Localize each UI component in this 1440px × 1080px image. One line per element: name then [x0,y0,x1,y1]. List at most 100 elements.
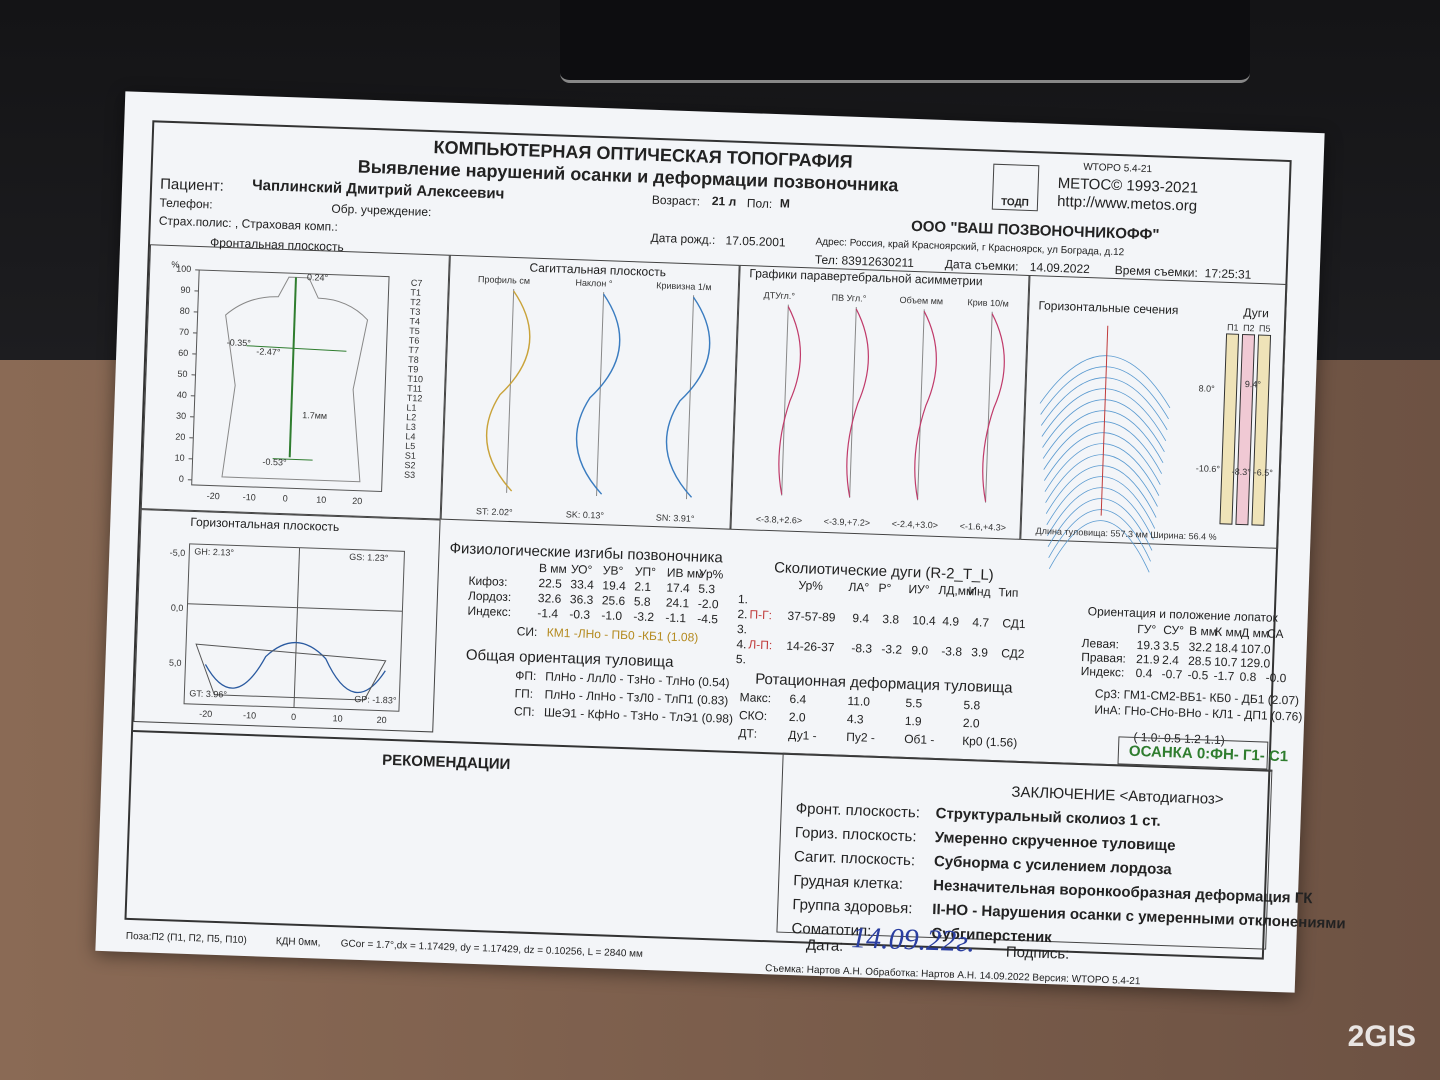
arc-label: -6.5° [1254,467,1274,478]
row-label: 5. [735,651,747,667]
panel-title: Дуги [1243,305,1270,321]
row-label: ГП: [514,686,534,701]
cell: -0.5 [1187,667,1209,683]
column-header: Тип [998,585,1019,600]
column-header: Инд [968,584,991,599]
clinic-phone: Тел: 83912630211 [814,252,915,270]
annotation: -0.35° [226,337,251,348]
column-header: В мм [538,561,568,577]
cell: -3.2 [633,609,655,625]
x-tick-label: -20 [207,491,220,501]
y-tick-label: 70 [179,327,189,337]
paravertebral-chart: ДТУгл.° <-3.8,+2.6> ПВ Угл.° <-3.9,+7.2> Объ… [756,290,1009,533]
cell: -8.3 [851,641,873,656]
cell: 4.7 [972,615,990,630]
angle-label: GT: 3.96° [189,688,227,699]
arc-label: 8.0° [1198,383,1215,394]
cell: 32.6 [537,591,562,606]
y-tick-label: 40 [177,390,187,400]
summary: SK: 0.13° [566,509,605,520]
vertebra-label: T5 [409,326,420,336]
cell: 10.7 [1213,654,1238,670]
label: Пол: [746,196,773,211]
cell: 21.9 [1135,651,1160,667]
axis [781,304,789,496]
cell: 19.4 [602,578,627,594]
column-header: ГУ° [1136,621,1157,637]
x-tick-label: 10 [332,713,342,723]
cell: 19.3 [1136,637,1161,653]
label: Время съемки: [1114,262,1199,280]
y-tick-label: 20 [175,432,185,442]
arc-label: -10.6° [1196,463,1221,474]
y-tick-label: 0,0 [171,603,184,613]
cell: 37-57-89 [787,608,836,625]
insurance: Страх.полис: , Страховая комп.: [158,213,339,234]
column-header: Объем мм [899,295,943,307]
column-header: ДТУгл.° [763,290,795,301]
cell: 22.5 [538,576,563,591]
conclusion-label: Фронт. плоскость: [795,800,921,822]
cell: 107.0 [1240,641,1271,657]
vertebra-label: T9 [408,364,419,374]
y-tick-label: -5,0 [170,548,186,559]
cell: 14-26-37 [786,638,835,655]
cell: 5.8 [963,697,981,713]
footer-text: Поза:П2 (П1, П2, П5, П10) [125,930,247,947]
label: Подпись: [1005,943,1070,963]
horizontal-chart: -5,0 0,0 5,0 -20 -10 0 10 20 GH: 2.13° GS: 1.23° G… [169,543,406,725]
label: Дата: [805,936,844,955]
cell: 2.0 [962,715,980,731]
row-label: Индекс: [1080,664,1125,680]
birth-date: 17.05.2001 [725,233,786,250]
report-frame: КОМПЬЮТЕРНАЯ ОПТИЧЕСКАЯ ТОПОГРАФИЯ Выявле… [124,120,1346,987]
row-label: СП: [513,704,535,719]
column-header: УВ° [602,563,624,578]
shoulder-line [246,345,347,352]
cell: -2.0 [697,596,719,612]
row-label: Левая: [1081,636,1120,652]
vertebra-label: S3 [404,470,415,480]
shoot-date: 14.09.2022 [1029,259,1091,277]
column-header: УО° [570,562,593,577]
vertebra-label: L2 [406,412,416,422]
column-header: Наклон ° [575,278,613,289]
row-value: ПлНо - ЛпНо - ТзЛ0 - ТлП1 (0.83) [544,687,729,708]
cell: -1.4 [537,606,559,621]
si-value: КМ1 -ЛНо - ПБ0 -КБ1 (1.08) [546,625,699,645]
url: http://www.metos.org [1056,192,1198,215]
outline [195,643,387,701]
x-tick-label: -20 [199,709,212,719]
arc-header: П5 [1259,323,1271,333]
curve [665,296,711,498]
spine-line [288,277,297,458]
column-header: Р° [878,580,892,596]
axis [849,306,857,498]
vertebra-label: S2 [404,460,415,470]
column-header: Ур% [698,566,724,582]
keyboard [560,0,1250,83]
range: <-3.9,+7.2> [824,516,871,528]
column-header: СУ° [1162,622,1185,638]
cell: 4.9 [942,614,960,629]
cell: -0.0 [1265,670,1287,686]
footer-text: GCor = 1.7°,dx = 1.17429, dy = 1.17429, … [340,938,644,960]
range: <-1.6,+4.3> [960,521,1007,533]
cell: 10.4 [912,613,936,628]
conclusion-label: Грудная клетка: [792,872,904,893]
cell: 5.8 [633,594,651,609]
cell: 33.4 [570,577,595,592]
recommendations-title: РЕКОМЕНДАЦИИ [381,751,511,774]
cell: -1.0 [601,608,623,623]
arc-column [1219,333,1240,525]
vertebra-label: C7 [411,278,423,288]
paper: КОМПЬЮТЕРНАЯ ОПТИЧЕСКАЯ ТОПОГРАФИЯ Выявле… [95,91,1346,993]
logo-text: ТОДП [1000,196,1030,209]
axis-unit: % [171,259,179,269]
vertebra-label: T4 [409,316,420,326]
range: <-3.8,+2.6> [756,514,803,526]
cell: 24.1 [665,595,690,611]
column-header: ИУ° [908,581,930,597]
row-label: 4. [736,636,747,652]
curve [485,290,531,492]
